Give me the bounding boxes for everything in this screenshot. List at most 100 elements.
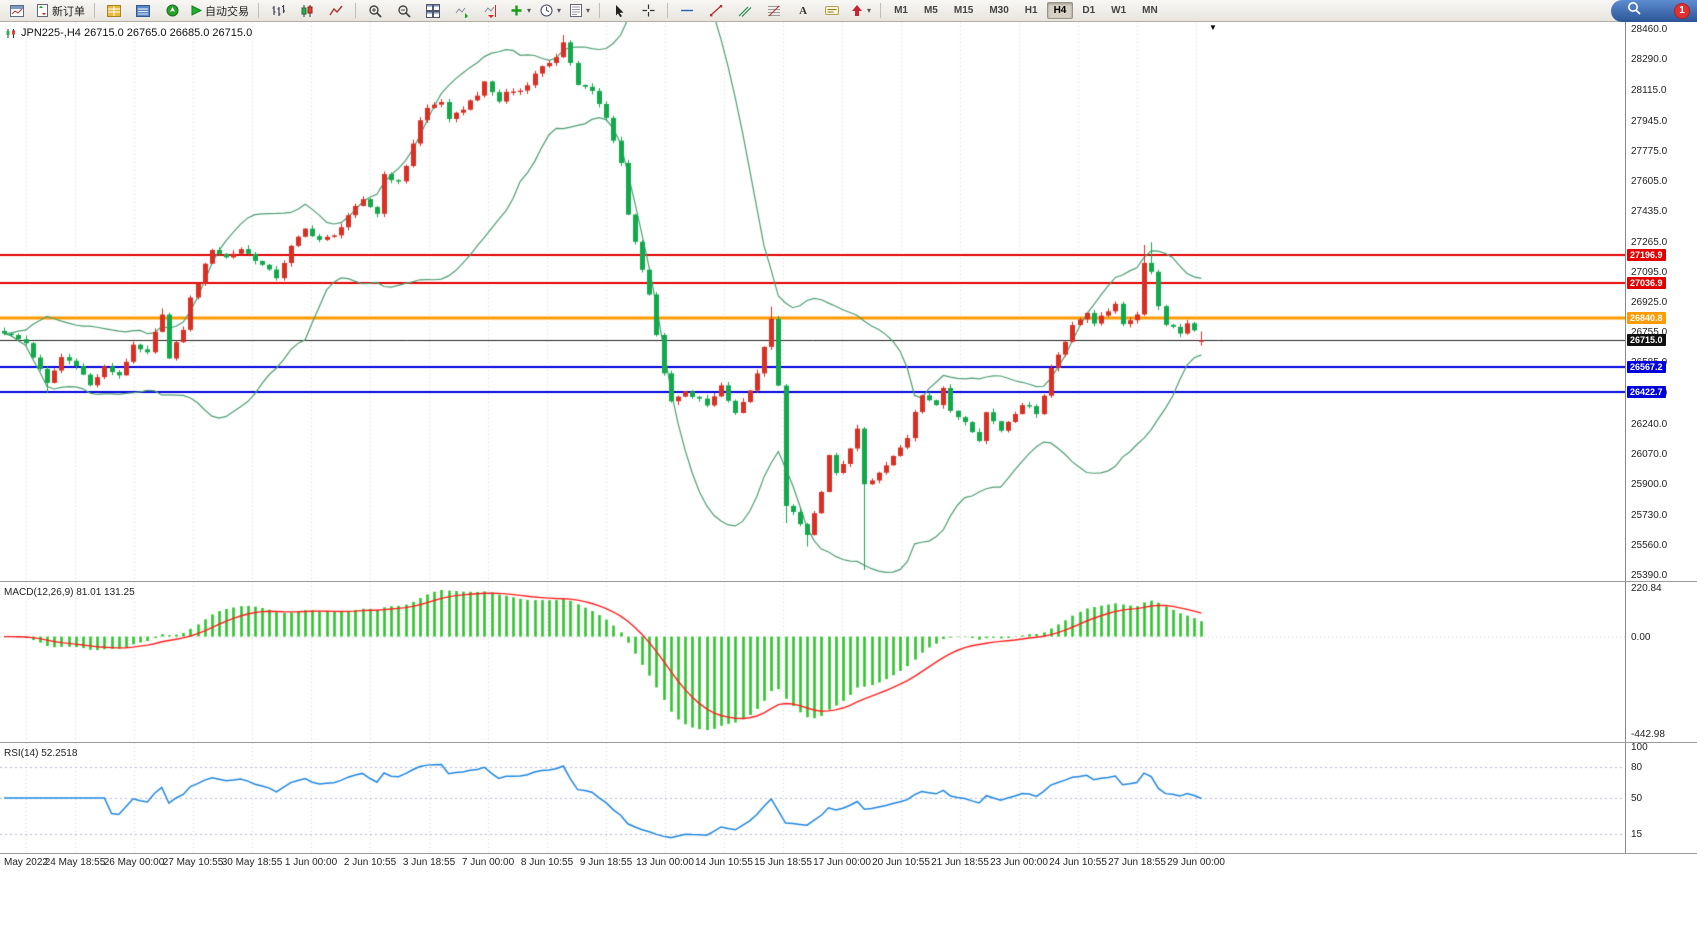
- toolbar-separator: [880, 3, 882, 18]
- time-label: 27 May 10:55: [162, 857, 224, 868]
- time-label: 30 May 18:55: [221, 857, 283, 868]
- time-label: 1 Jun 00:00: [284, 857, 338, 868]
- text-label-icon[interactable]: [818, 1, 846, 21]
- autotrading-button[interactable]: 自动交易: [187, 1, 253, 21]
- price-tick: 27265.0: [1631, 236, 1668, 248]
- horizontal-line-icon[interactable]: [673, 1, 701, 21]
- timeframe-mn[interactable]: MN: [1142, 5, 1158, 16]
- periods-button[interactable]: ▾: [536, 1, 565, 21]
- new-order-icon: [37, 4, 48, 17]
- time-label: 21 Jun 18:55: [931, 857, 989, 868]
- time-label: 9 Jun 18:55: [579, 857, 633, 868]
- rsi-panel-canvas[interactable]: [0, 743, 1625, 853]
- macd-scale-max: 220.84: [1631, 583, 1662, 594]
- new-order-label: 新订单: [52, 5, 85, 18]
- fibonacci-icon[interactable]: [760, 1, 788, 21]
- macd-panel-canvas[interactable]: [0, 582, 1625, 742]
- time-axis: May 2022 24 May 18:55 26 May 00:00 27 May 1…: [0, 854, 1625, 874]
- chart-window-icon[interactable]: [3, 1, 31, 21]
- price-tick: 27095.0: [1631, 266, 1668, 278]
- main-toolbar: 新订单 自动交易: [0, 0, 1697, 22]
- indicators-plus-icon: [511, 5, 522, 16]
- search-icon[interactable]: [1627, 1, 1641, 20]
- chart-shift-icon[interactable]: [477, 1, 505, 21]
- chart-ohlc-header: JPN225-,H4 26715.0 26765.0 26685.0 26715…: [5, 27, 252, 39]
- arrows-tool-button[interactable]: ▾: [847, 1, 875, 21]
- toolbar-separator: [667, 3, 669, 18]
- dropdown-arrow-icon: ▾: [557, 6, 562, 15]
- line-chart-icon[interactable]: [322, 1, 350, 21]
- autotrading-label: 自动交易: [205, 5, 249, 18]
- notification-badge[interactable]: 1: [1674, 2, 1690, 19]
- rsi-scale-50: 50: [1631, 793, 1643, 804]
- price-tick: 27775.0: [1631, 145, 1668, 157]
- time-label: 24 May 18:55: [44, 857, 106, 868]
- ohlc-text: JPN225-,H4 26715.0 26765.0 26685.0 26715…: [21, 27, 253, 39]
- price-tick: 28115.0: [1631, 85, 1667, 97]
- toolbar-separator: [258, 3, 259, 18]
- auto-scroll-icon[interactable]: [448, 1, 476, 21]
- timeframe-d1[interactable]: D1: [1082, 5, 1096, 16]
- candlestick-chart-icon[interactable]: [293, 1, 321, 21]
- timeframe-m30[interactable]: M30: [989, 5, 1009, 16]
- timeframe-h1[interactable]: H1: [1024, 5, 1038, 16]
- price-tick: 26070.0: [1631, 449, 1668, 461]
- toolbar-separator: [355, 3, 356, 18]
- time-label: May 2022: [4, 857, 48, 868]
- timeframe-h4[interactable]: H4: [1046, 2, 1074, 19]
- time-label: 3 Jun 18:55: [402, 857, 456, 868]
- equidistant-channel-icon[interactable]: [731, 1, 759, 21]
- chart-shift-marker[interactable]: ▼: [1209, 23, 1217, 32]
- price-tick: 26240.0: [1631, 418, 1668, 430]
- price-tick: 28290.0: [1631, 54, 1668, 66]
- price-chart-canvas[interactable]: [0, 22, 1625, 581]
- macd-scale-min: -442.98: [1631, 729, 1665, 740]
- time-label: 13 Jun 00:00: [636, 857, 694, 868]
- time-label: 17 Jun 00:00: [813, 857, 871, 868]
- navigator-icon[interactable]: [158, 1, 186, 21]
- time-label: 2 Jun 10:55: [343, 857, 397, 868]
- timeframe-w1[interactable]: W1: [1111, 5, 1127, 16]
- tile-windows-icon[interactable]: [419, 1, 447, 21]
- trendline-icon[interactable]: [702, 1, 730, 21]
- bar-chart-icon[interactable]: [264, 1, 292, 21]
- new-order-button[interactable]: 新订单: [32, 1, 89, 21]
- text-tool-label: A: [799, 4, 808, 17]
- template-doc-icon: [570, 4, 583, 17]
- price-tick: 27435.0: [1631, 206, 1668, 218]
- zoom-out-icon[interactable]: [390, 1, 418, 21]
- panel-separator[interactable]: [0, 853, 1697, 854]
- templates-button[interactable]: ▾: [566, 1, 594, 21]
- price-level-tag: 26715.0: [1627, 334, 1666, 347]
- price-tick: 25730.0: [1631, 509, 1668, 521]
- rsi-indicator-label: RSI(14) 52.2518: [4, 748, 78, 759]
- dropdown-arrow-icon: ▾: [527, 6, 532, 15]
- market-watch-icon[interactable]: [100, 1, 128, 21]
- price-level-tag: 26567.2: [1627, 360, 1666, 373]
- text-tool-button[interactable]: A: [789, 1, 817, 21]
- timeframe-m15[interactable]: M15: [953, 5, 974, 16]
- timeframe-m1[interactable]: M1: [894, 5, 908, 16]
- timeframe-m5[interactable]: M5: [923, 5, 938, 16]
- price-tick: 25900.0: [1631, 479, 1668, 491]
- time-label: 29 Jun 00:00: [1167, 857, 1225, 868]
- panel-separator[interactable]: [0, 742, 1697, 743]
- indicators-add-button[interactable]: ▾: [506, 1, 535, 21]
- price-level-tag: 27036.9: [1627, 277, 1666, 290]
- price-tick: 27945.0: [1631, 115, 1668, 127]
- price-tick: 28460.0: [1631, 24, 1668, 35]
- cursor-icon[interactable]: [605, 1, 633, 21]
- panel-separator[interactable]: [0, 581, 1697, 582]
- rsi-scale-15: 15: [1631, 828, 1643, 840]
- macd-indicator-label: MACD(12,26,9) 81.01 131.25: [4, 587, 135, 598]
- price-tick: 27605.0: [1631, 176, 1668, 188]
- timeframe-group: M1 M5 M15 M30 H1 H4 D1 W1 MN: [886, 2, 1166, 19]
- time-label: 24 Jun 10:55: [1049, 857, 1107, 868]
- clock-icon: [540, 4, 553, 17]
- chart-symbol-icon: [6, 28, 15, 38]
- data-window-icon[interactable]: [129, 1, 157, 21]
- price-tick: 26925.0: [1631, 297, 1668, 308]
- crosshair-icon[interactable]: [634, 1, 662, 21]
- time-label: 7 Jun 00:00: [461, 857, 515, 868]
- zoom-in-icon[interactable]: [361, 1, 389, 21]
